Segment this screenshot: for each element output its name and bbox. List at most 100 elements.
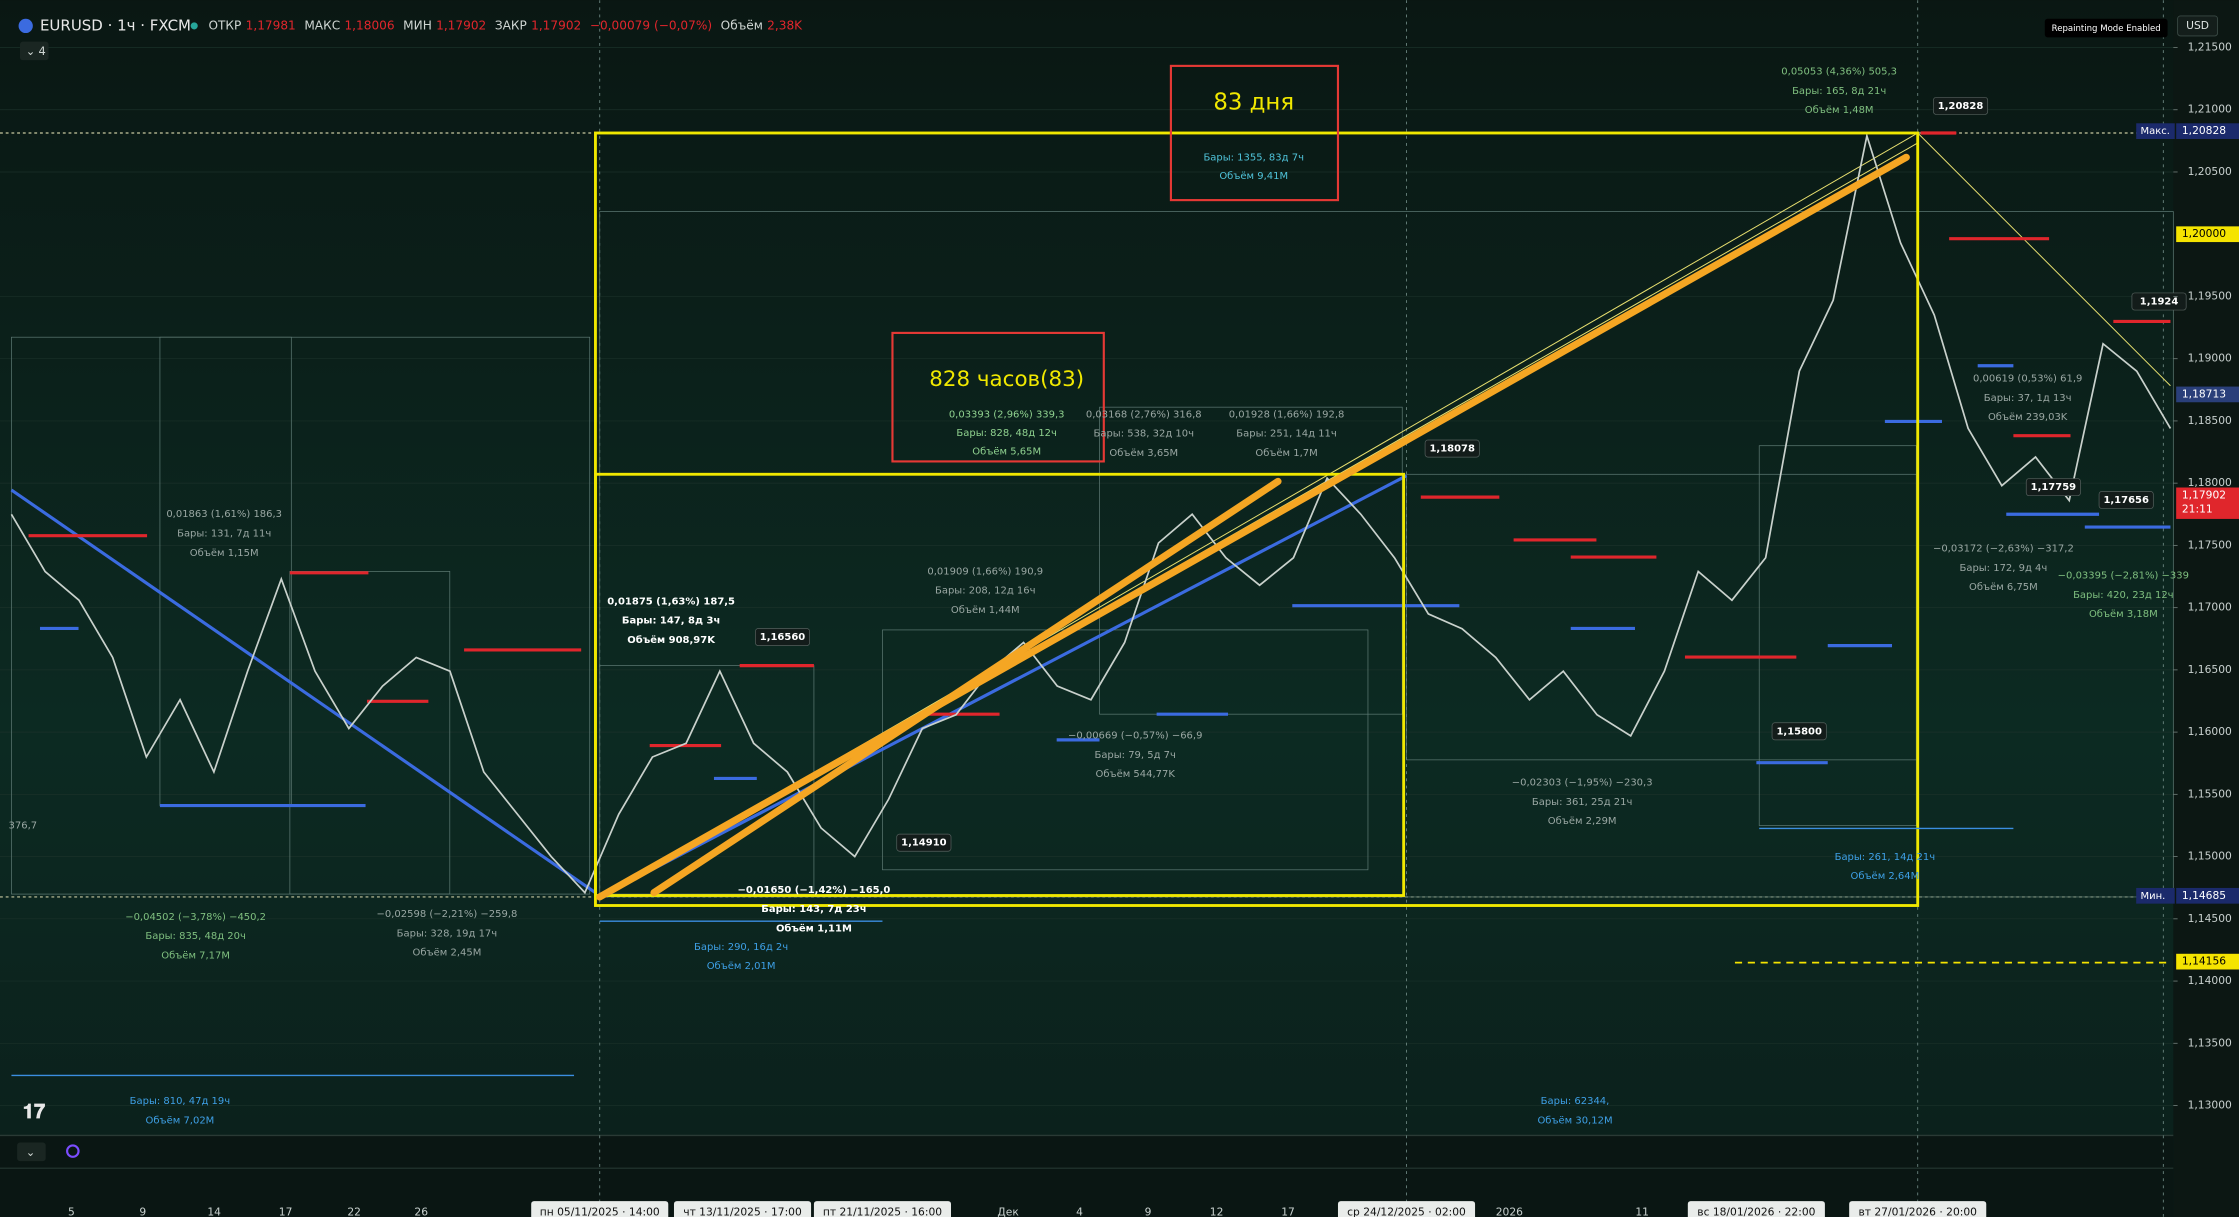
ohlc-volume-label: Объём [721, 18, 763, 32]
measurement: Объём 2,01M [707, 961, 776, 972]
measurement: Бары: 147, 8д 3ч [622, 616, 720, 627]
ohlc-high-label: МАКС [304, 18, 340, 32]
y-tick-label: 1,20500 [2188, 165, 2232, 178]
callout-bg [755, 628, 810, 646]
left-note: 376,7 [9, 821, 38, 832]
y-tick-label: 1,21500 [2188, 41, 2232, 54]
measurement: Объём 3,18M [2089, 609, 2158, 620]
measurement: −0,04502 (−3,78%) −450,2 [125, 912, 266, 923]
note-line: Объём 5,65M [972, 446, 1041, 457]
x-tick-label: 14 [207, 1206, 221, 1217]
measurement: Бары: 538, 32д 10ч [1094, 429, 1195, 440]
callout: 1,17759 [2031, 482, 2077, 493]
measurement: Объём 1,44M [951, 605, 1020, 616]
x-tick-label: вт 27/01/2026 · 20:00 [1858, 1206, 1977, 1217]
measurement: Объём 3,65M [1109, 448, 1178, 459]
levels [28, 131, 2171, 808]
price-label-bg [2176, 953, 2239, 970]
x-tick-label: 9 [1145, 1206, 1152, 1217]
market-status [190, 22, 198, 30]
x-tick-label: 11 [1635, 1206, 1649, 1217]
y-tick-label: 1,15500 [2188, 787, 2232, 800]
price-label: 1,17902 [2182, 488, 2226, 501]
range-box [594, 472, 1406, 897]
measurement: Объём 2,64M [1850, 871, 1919, 882]
tv-logo: 𝟏𝟕 [23, 1099, 45, 1123]
price-series [10, 132, 2172, 895]
y-tick-label: 1,17000 [2188, 601, 2232, 614]
trend-arrow [650, 477, 1282, 897]
collapse-button[interactable] [17, 1142, 46, 1162]
repainting-badge [2044, 18, 2168, 38]
y-tick-label: 1,21000 [2188, 103, 2232, 116]
ohlc-volume: 2,38K [767, 18, 803, 32]
measurement: −0,01650 (−1,42%) −165,0 [737, 885, 890, 896]
repainting-text: Repainting Mode Enabled [2052, 24, 2161, 34]
time-label-bg [1687, 1201, 1825, 1217]
y-tick-label: 1,16500 [2188, 663, 2232, 676]
trend-arrow [596, 153, 1910, 901]
scroll-icon[interactable] [66, 1144, 80, 1158]
callout-bg [896, 833, 952, 852]
trendline [1917, 132, 2171, 387]
measurement: −0,03172 (−2,63%) −317,2 [1933, 544, 2074, 555]
measurement: −0,03395 (−2,81%) −339 [2058, 571, 2189, 582]
x-tick-label: 5 [68, 1206, 75, 1217]
frame [289, 571, 451, 895]
symbol-icon [18, 18, 33, 34]
price-label: 1,14685 [2182, 889, 2226, 902]
symbol[interactable]: EURUSD · 1ч · FXCM [40, 16, 191, 34]
x-tick-label: пн 05/11/2025 · 14:00 [540, 1206, 660, 1217]
y-tick-label: 1,18000 [2188, 476, 2232, 489]
currency-button[interactable] [2177, 15, 2219, 37]
x-tick-label: 4 [1076, 1206, 1083, 1217]
time-label-bg [1337, 1201, 1476, 1217]
y-tick-label: 1,15000 [2188, 850, 2232, 863]
annotations: 83 дня Бары: 1355, 83д 7ч Объём 9,41M 828 ч… [9, 67, 2189, 1127]
note-title: 828 часов(83) [929, 367, 1084, 392]
price-label-bg [2176, 487, 2239, 519]
price-label-bg [2176, 226, 2239, 243]
callout: 1,16560 [760, 632, 806, 643]
y-tick-label: 1,13000 [2188, 1099, 2232, 1112]
callout-bg [1933, 96, 1989, 115]
trendline [10, 488, 597, 894]
ohlc-close-label: ЗАКР [495, 18, 527, 32]
note-box [1169, 64, 1340, 202]
price-label: 1,18713 [2182, 387, 2226, 400]
measurement: Бары: 361, 25д 21ч [1532, 797, 1633, 808]
x-tick-label: 9 [139, 1206, 146, 1217]
y-tick-label: 1,17500 [2188, 538, 2232, 551]
time-label-bg [1849, 1201, 1987, 1217]
measurement: 0,01875 (1,63%) 187,5 [607, 596, 735, 607]
price-tag: Мин. [2140, 891, 2165, 902]
callout-bg [2098, 491, 2154, 509]
measurement: −0,02598 (−2,21%) −259,8 [377, 909, 518, 920]
measurement: 0,03168 (2,76%) 316,8 [1086, 409, 1202, 420]
measurement: Объём 1,11M [776, 922, 852, 934]
x-tick-label: ср 24/12/2025 · 02:00 [1347, 1206, 1466, 1217]
price-line [10, 132, 2172, 895]
measurement: Бары: 165, 8д 21ч [1792, 86, 1886, 97]
price-label-bg [2176, 386, 2239, 403]
measurement: −0,02303 (−1,95%) −230,3 [1512, 778, 1653, 789]
indicator-toggle[interactable] [19, 41, 49, 61]
callout: 1,17656 [2103, 495, 2149, 506]
measurement: −0,00669 (−0,57%) −66,9 [1068, 731, 1202, 742]
note-line: Бары: 1355, 83д 7ч [1203, 152, 1304, 163]
measurement: Бары: 290, 16д 2ч [694, 942, 788, 953]
note-box [891, 331, 1105, 463]
callout-bg [1424, 439, 1480, 458]
collapse-arrow: ⌄ [26, 1145, 36, 1159]
y-tick-label: 1,19500 [2188, 289, 2232, 302]
callout-bg [2131, 292, 2187, 311]
callout: 1,20828 [1938, 101, 1984, 112]
note-line: Бары: 828, 48д 12ч [956, 428, 1057, 439]
measurement: Бары: 208, 12д 16ч [935, 586, 1036, 597]
measurement: Объём 544,77K [1096, 769, 1176, 780]
bottom-panel [0, 1135, 2174, 1217]
measurement: Бары: 261, 14д 21ч [1835, 852, 1936, 863]
trendline [599, 474, 1408, 899]
ohlc-open: 1,17981 [246, 18, 296, 32]
